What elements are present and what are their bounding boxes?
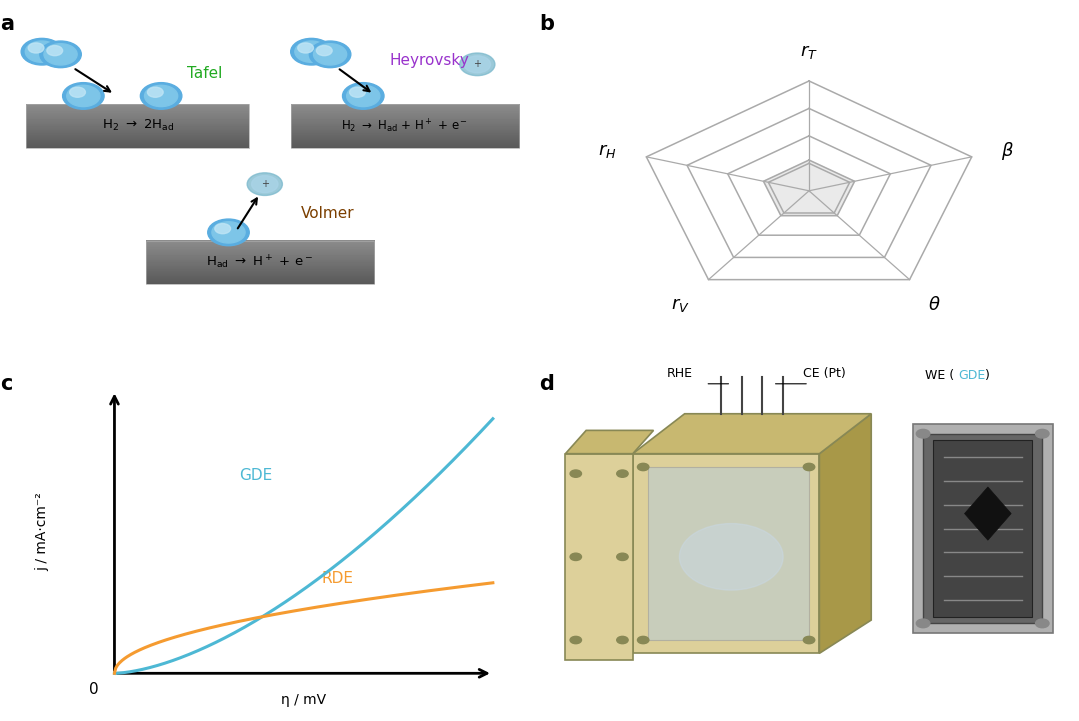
Circle shape [464,56,491,73]
Circle shape [63,83,104,110]
Bar [146,241,373,284]
Text: 0: 0 [88,683,98,697]
Circle shape [916,430,930,438]
Text: +: + [261,179,269,189]
Circle shape [570,637,582,644]
Circle shape [314,44,346,65]
Text: a: a [0,14,14,35]
Circle shape [460,53,495,76]
Polygon shape [565,454,632,660]
Circle shape [346,85,380,107]
Circle shape [211,222,245,243]
Text: +: + [474,59,481,69]
Circle shape [247,173,283,195]
Circle shape [145,85,178,107]
Circle shape [638,637,648,644]
Circle shape [46,45,63,56]
Circle shape [28,43,44,53]
Polygon shape [923,434,1042,624]
Circle shape [680,523,783,590]
Circle shape [44,44,77,65]
Circle shape [1036,619,1049,628]
Text: CE (Pt): CE (Pt) [803,368,846,381]
Circle shape [298,43,314,53]
Circle shape [290,38,332,65]
Text: H$_\mathrm{ad}$ $\rightarrow$ H$^+$ + e$^-$: H$_\mathrm{ad}$ $\rightarrow$ H$^+$ + e$… [206,254,313,271]
Circle shape [570,553,582,560]
Text: $r_\mathit{T}$: $r_\mathit{T}$ [800,43,818,61]
Text: GDE: GDE [238,469,272,483]
Circle shape [22,38,63,65]
Text: η / mV: η / mV [282,693,326,707]
Text: H$_2$ $\rightarrow$ 2H$_\mathrm{ad}$: H$_2$ $\rightarrow$ 2H$_\mathrm{ad}$ [101,118,174,133]
Circle shape [617,637,628,644]
Text: $\beta$: $\beta$ [1001,140,1014,162]
Circle shape [70,87,85,97]
Text: $\theta$: $\theta$ [928,296,941,314]
Text: H$_2$ $\rightarrow$ H$_\mathrm{ad}$ + H$^+$ + e$^-$: H$_2$ $\rightarrow$ H$_\mathrm{ad}$ + H$… [341,118,468,135]
Circle shape [1036,430,1049,438]
Text: Volmer: Volmer [301,205,355,221]
Circle shape [316,45,332,56]
Circle shape [916,619,930,628]
Bar [290,105,519,148]
Circle shape [140,83,182,110]
Polygon shape [648,467,809,640]
Text: ): ) [985,369,991,382]
Text: j / mA·cm⁻²: j / mA·cm⁻² [35,492,49,571]
Circle shape [215,224,231,234]
Circle shape [25,41,58,62]
Circle shape [295,41,328,62]
Circle shape [638,464,648,471]
Text: $r_\mathit{H}$: $r_\mathit{H}$ [598,142,617,159]
Circle shape [804,637,815,644]
Text: $r_\mathit{V}$: $r_\mathit{V}$ [671,296,691,314]
Circle shape [310,41,351,68]
Text: GDE: GDE [959,369,986,382]
Circle shape [350,87,366,97]
Circle shape [804,464,815,471]
Circle shape [617,470,628,477]
Circle shape [617,553,628,560]
Text: RHE: RHE [667,368,693,381]
Text: Tafel: Tafel [187,66,222,81]
Text: b: b [540,14,555,35]
Polygon shape [565,430,654,454]
Text: WE (: WE ( [925,369,954,382]
Text: RDE: RDE [322,572,354,586]
Polygon shape [632,414,871,454]
Circle shape [148,87,163,97]
Circle shape [208,219,249,246]
Polygon shape [913,424,1053,633]
Bar [26,105,249,148]
Circle shape [67,85,100,107]
Circle shape [40,41,81,68]
Circle shape [251,176,278,193]
Polygon shape [933,441,1032,616]
Polygon shape [764,160,855,216]
Circle shape [342,83,384,110]
Text: Heyrovsky: Heyrovsky [390,53,469,68]
Polygon shape [632,454,819,653]
Text: d: d [540,373,555,394]
Polygon shape [819,414,871,653]
Text: c: c [0,373,13,394]
Circle shape [570,470,582,477]
Polygon shape [965,487,1011,540]
